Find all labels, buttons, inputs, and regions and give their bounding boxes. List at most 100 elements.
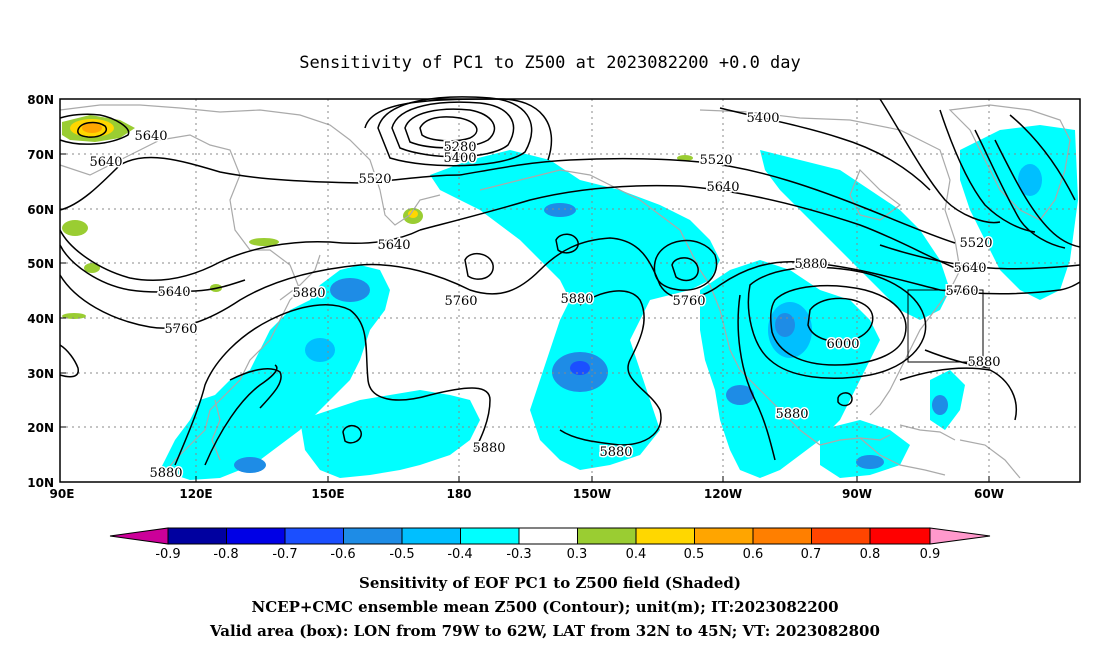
lon-label: 90W [842, 487, 872, 501]
colorbar-end-left [109, 527, 169, 545]
contour-5340-east-2 [879, 98, 1001, 224]
captions: Sensitivity of EOF PC1 to Z500 field (Sh… [209, 574, 880, 640]
coast-asia-2 [59, 104, 441, 226]
shade-positive-6 [677, 155, 693, 161]
lon-label: 150E [311, 487, 344, 501]
contour-label: 5400 [746, 111, 779, 126]
contour-label: 5520 [699, 153, 732, 168]
contour-5640-siberia-outer [59, 113, 130, 145]
shade-core-11 [1018, 164, 1042, 196]
lat-label: 20N [27, 421, 54, 435]
contour-5520-mid [459, 157, 956, 244]
contour-5880-seasia [229, 368, 282, 409]
contour-label: 5880 [149, 466, 182, 481]
colorbar-label: 0.6 [743, 547, 764, 562]
shade-core-2 [570, 361, 590, 375]
shade-core-7 [544, 203, 576, 217]
contour-5640-asia [59, 244, 246, 293]
contour-5880-asia-low [204, 364, 278, 466]
coast-central-america [859, 437, 946, 476]
colorbar-segment [284, 527, 344, 545]
contour-5940-na-high [770, 284, 907, 366]
colorbar-segment [401, 527, 461, 545]
colorbar-label: -0.5 [389, 547, 414, 562]
shade-core-9 [234, 457, 266, 473]
valid-area-box [907, 289, 984, 363]
axis-ticks [60, 98, 990, 482]
colorbar-label: -0.4 [447, 547, 472, 562]
colorbar-label: 0.7 [801, 547, 822, 562]
contour-5580-east-6 [1009, 114, 1076, 201]
contour-5340-low-3 [391, 101, 515, 158]
shade-positive-1 [62, 220, 88, 236]
contour-label: 5880 [967, 355, 1000, 370]
map-frame [59, 98, 1081, 483]
contour-label: 5640 [706, 180, 739, 195]
colorbar-segment [226, 527, 286, 545]
contour-5280-low-2 [404, 108, 496, 149]
contour-label: 5760 [444, 294, 477, 309]
lon-label: 180 [446, 487, 471, 501]
colorbar-label: 0.8 [860, 547, 881, 562]
contour-5760-east [939, 281, 1081, 295]
contour-label: 5760 [945, 284, 978, 299]
contour-label: 5640 [953, 261, 986, 276]
lon-label: 90E [50, 487, 75, 501]
coast-sa [959, 439, 1021, 479]
contour-label: 5640 [134, 129, 167, 144]
contour-5880-na-high-outer [747, 266, 927, 379]
caption-line-2: NCEP+CMC ensemble mean Z500 (Contour); u… [252, 598, 839, 616]
contour-5760-ring-3 [671, 257, 699, 282]
colorbar-end-right [929, 527, 991, 545]
shade-central-pacific [300, 390, 480, 478]
colorbar-segment [869, 527, 931, 545]
lat-label: 80N [27, 93, 54, 107]
contour-5760-asia [59, 264, 361, 329]
shade-core-8 [305, 338, 335, 362]
colorbar: -0.9 -0.8 -0.7 -0.6 -0.5 -0.4 -0.3 0.3 0… [109, 527, 991, 562]
lat-label: 30N [27, 367, 54, 381]
colorbar-segment [811, 527, 871, 545]
lat-label: 70N [27, 148, 54, 162]
colorbar-label: -0.8 [213, 547, 238, 562]
lat-label: 50N [27, 257, 54, 271]
contour-5280-low-1 [419, 116, 478, 142]
coast-cuba [899, 424, 956, 441]
land-outlines [59, 104, 1071, 479]
lat-label: 10N [27, 476, 54, 490]
contour-5760-ring-4 [653, 239, 718, 291]
contour-5400-east-3 [939, 109, 1036, 233]
contour-5640-mid [419, 184, 961, 271]
colorbar-segment [752, 527, 812, 545]
contour-label: 5640 [157, 285, 190, 300]
contour-5640-east [879, 244, 1081, 270]
lon-label: 120W [704, 487, 742, 501]
contour-5400-east [719, 107, 931, 191]
map-panel: 5640 5640 5640 5640 5760 5880 5520 5280 … [27, 93, 1081, 501]
contour-label: 5880 [560, 292, 593, 307]
coast-greenland [948, 104, 1071, 221]
contour-label: 5880 [794, 257, 827, 272]
contour-5520-east-5 [994, 139, 1081, 248]
contour-6000-na-high [807, 297, 874, 343]
shade-core-5 [775, 313, 795, 337]
contour-label: 5520 [959, 236, 992, 251]
contour-label: 5880 [292, 286, 325, 301]
coast-na-north [699, 109, 961, 291]
colorbar-label: -0.7 [272, 547, 297, 562]
colorbar-segment [577, 527, 637, 545]
contour-label: 5400 [443, 151, 476, 166]
contour-5760-mid [359, 237, 941, 299]
shade-positive-siberia-core-2 [82, 123, 102, 133]
coast-alaska [479, 169, 711, 286]
caption-line-3: Valid area (box): LON from 79W to 62W, L… [209, 622, 880, 640]
chart-title: Sensitivity of PC1 to Z500 at 2023082200… [299, 53, 801, 73]
colorbar-label: 0.9 [920, 547, 941, 562]
contour-5880-mid [559, 290, 662, 446]
shade-core-6 [726, 385, 754, 405]
colorbar-segment [518, 527, 578, 545]
colorbar-segment [343, 527, 403, 545]
colorbar-label: 0.5 [684, 547, 705, 562]
contour-5880-asia [174, 304, 491, 466]
